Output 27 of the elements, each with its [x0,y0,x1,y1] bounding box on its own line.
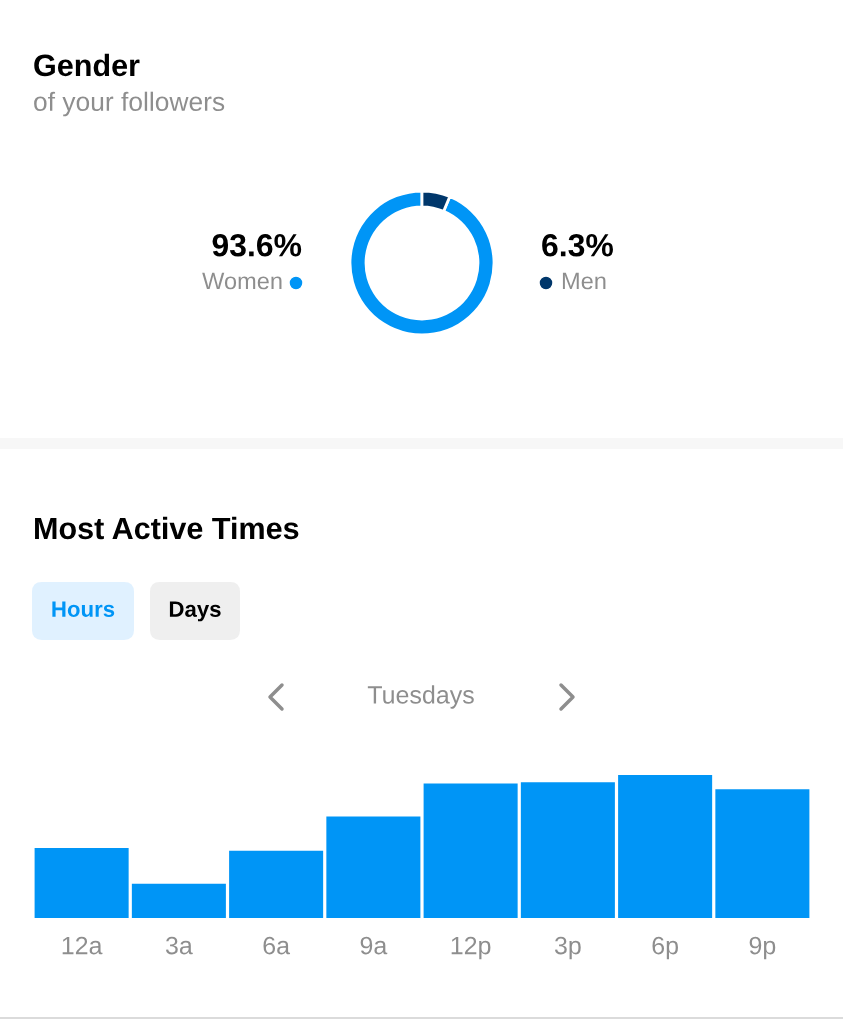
bar [520,782,615,918]
text: Days [169,601,221,622]
x-tick-label: 12p [451,936,491,960]
data-label: 93.6% [212,233,302,257]
x-tick-label: 6a [263,936,291,955]
chart-subtitle: of your followers [34,91,225,117]
x-tick-label: 9a [360,936,388,955]
bar [229,850,324,918]
text: Hours [52,601,115,617]
bar [423,783,518,918]
x-tick-label: 12a [62,936,103,955]
chart-subtitle: Tuesdays [367,685,474,709]
slice-label: Women [202,272,282,290]
x-tick-label: 3a [165,936,193,955]
x-tick-label: 9p [749,936,776,960]
bar [131,883,226,918]
bar [326,816,421,918]
x-tick-label: 6p [652,936,678,960]
data-label: 6.3% [542,233,613,257]
bar [715,789,810,918]
chart-title: Gender [34,53,140,77]
bar [34,847,129,918]
x-tick-label: 3p [554,936,581,960]
legend-label: Men [562,272,606,290]
chart-title: Most Active Times [35,516,299,540]
donut-slice [348,189,496,337]
bar [618,775,713,918]
